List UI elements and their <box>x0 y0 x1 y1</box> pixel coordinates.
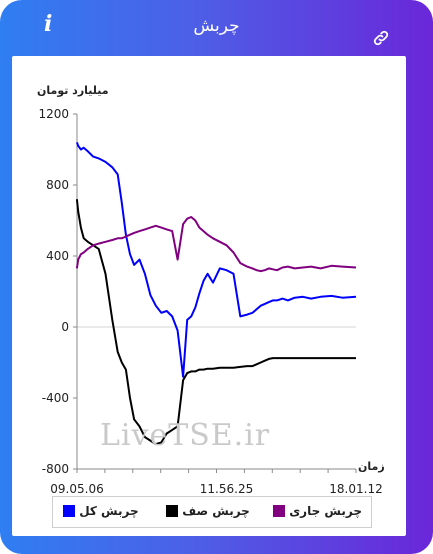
y-tick-label: 800 <box>46 178 69 192</box>
y-tick-label: 0 <box>61 320 69 334</box>
x-tick-label: 18.01.12 <box>329 482 382 496</box>
x-axis-title: زمان <box>358 460 385 473</box>
link-icon[interactable] <box>372 29 390 47</box>
legend-label-total: چربش کل <box>79 504 139 518</box>
chart-lines <box>75 142 357 446</box>
watermark: LiveTSE.ir <box>100 418 271 453</box>
legend-swatch-current <box>273 505 285 517</box>
y-tick-label: -400 <box>42 391 69 405</box>
series-line-2 <box>75 199 356 446</box>
series-line-1 <box>75 142 357 378</box>
page-title: چربش <box>193 16 240 36</box>
x-tick-label: 11.56.25 <box>200 482 253 496</box>
chart-axes <box>73 113 357 473</box>
legend-item-queue[interactable]: چربش صف <box>166 504 255 520</box>
legend-item-current[interactable]: چربش جاری <box>273 504 367 520</box>
legend-swatch-total <box>63 505 75 517</box>
title-bar: i چربش <box>0 0 433 56</box>
legend-label-queue: چربش صف <box>182 504 250 518</box>
series-line-3 <box>75 216 357 273</box>
legend-label-current: چربش جاری <box>289 504 363 518</box>
chart-labels: -800 -400 0 400 800 1200 09.05.06 11.56.25 18.01… <box>37 84 385 496</box>
legend-item-total[interactable]: چربش کل <box>63 504 144 520</box>
chart-panel <box>12 56 406 536</box>
y-tick-label: -800 <box>42 462 69 476</box>
info-icon[interactable]: i <box>44 11 53 37</box>
chart-legend: چربش کل چربش صف چربش جاری <box>52 496 372 528</box>
y-tick-label: 400 <box>46 249 69 263</box>
y-axis-title: میلیارد تومان <box>37 84 109 97</box>
legend-swatch-queue <box>166 505 178 517</box>
x-tick-label: 09.05.06 <box>50 482 103 496</box>
y-tick-label: 1200 <box>38 107 69 121</box>
